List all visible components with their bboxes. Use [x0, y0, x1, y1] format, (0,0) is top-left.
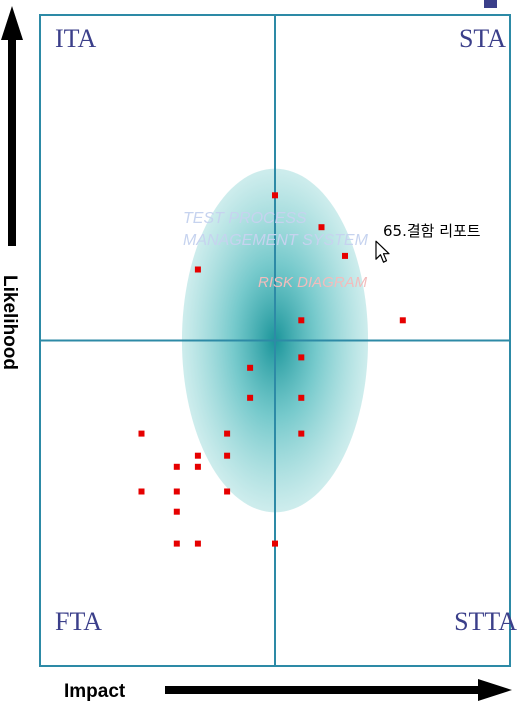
- risk-point-3[interactable]: [342, 252, 348, 259]
- x-axis-label: Impact: [64, 681, 126, 702]
- risk-point-22[interactable]: [173, 540, 180, 547]
- risk-point-15[interactable]: [224, 452, 231, 459]
- risk-point-7[interactable]: [247, 364, 254, 371]
- risk-point-10[interactable]: [298, 394, 305, 401]
- tooltip-background: [378, 220, 507, 243]
- risk-point-2[interactable]: [318, 224, 325, 231]
- quadrant-label-ita: ITA: [55, 24, 96, 53]
- watermark-line-3: RISK DIAGRAM: [258, 274, 368, 291]
- risk-point-11[interactable]: [138, 430, 145, 437]
- point-tooltip: 65.결함 리포트: [378, 220, 507, 243]
- risk-point-16[interactable]: [173, 463, 180, 470]
- accent-square-icon: [484, 0, 497, 8]
- quadrant-label-fta: FTA: [55, 607, 102, 636]
- risk-point-1[interactable]: [272, 192, 278, 199]
- risk-points: [138, 192, 406, 547]
- risk-point-21[interactable]: [173, 508, 180, 515]
- quadrant-label-sta: STA: [459, 24, 506, 53]
- risk-point-18[interactable]: [138, 488, 145, 495]
- watermark-line-1: TEST PROCESS: [183, 210, 307, 227]
- risk-point-17[interactable]: [194, 463, 201, 470]
- risk-point-14[interactable]: [194, 452, 201, 459]
- watermark-line-2: MANAGEMENT SYSTEM: [183, 232, 369, 249]
- y-axis-label: Likelihood: [0, 275, 20, 370]
- risk-point-4[interactable]: [194, 266, 201, 273]
- risk-point-5[interactable]: [298, 317, 305, 324]
- risk-point-9[interactable]: [247, 394, 254, 401]
- risk-point-20[interactable]: [224, 488, 231, 495]
- risk-point-12[interactable]: [224, 430, 231, 437]
- tooltip-label: 65.결함 리포트: [383, 222, 481, 240]
- mouse-pointer-icon: [375, 240, 390, 263]
- risk-point-24[interactable]: [272, 540, 278, 547]
- risk-point-23[interactable]: [194, 540, 201, 547]
- quadrant-label-stta: STTA: [454, 607, 517, 636]
- risk-point-8[interactable]: [298, 354, 305, 361]
- risk-point-6[interactable]: [399, 317, 406, 324]
- impact-axis-arrow: [165, 679, 512, 701]
- likelihood-axis-arrow: [1, 6, 23, 246]
- risk-point-19[interactable]: [173, 488, 180, 495]
- risk-point-13[interactable]: [298, 430, 305, 437]
